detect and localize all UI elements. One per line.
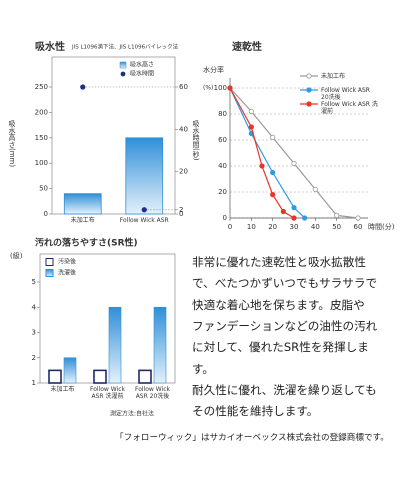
plot-frame (51, 56, 176, 215)
y-tick-label: 200 (35, 108, 48, 116)
legend-swatch (45, 269, 54, 277)
point (141, 207, 147, 213)
point (291, 160, 297, 166)
bar (63, 193, 102, 215)
paragraph-line: その性能を維持します。 (192, 404, 319, 419)
bar (48, 369, 62, 384)
point (270, 192, 276, 198)
y-tick-label: 20 (218, 188, 227, 196)
y-tick-label: 3 (32, 329, 36, 337)
y-tick-label: 60 (218, 136, 227, 144)
legend-swatch (119, 61, 127, 69)
bar (125, 137, 164, 215)
paragraph-line: で、べたつかずいつでもサラサラで (192, 276, 378, 291)
y2-tick-label: 2 (179, 206, 183, 214)
plot-frame (39, 253, 176, 384)
legend-label: 未加工布 (321, 72, 346, 80)
chart-title: 汚れの落ちやすさ(SR性) (35, 237, 138, 249)
bar (108, 306, 122, 384)
legend-label: Follow Wick ASR 洗濯前 (321, 100, 378, 115)
point (302, 215, 308, 221)
y-tick-label: 150 (35, 134, 48, 142)
legend-marker (306, 73, 312, 79)
x-tick-label: 60 (354, 223, 363, 231)
legend-swatch (45, 258, 54, 266)
y-tick-label: 80 (218, 110, 227, 118)
y2-axis-title: 吸水時間(秒) (192, 120, 200, 161)
paragraph-line: 非常に優れた速乾性と吸水拡散性 (192, 255, 366, 269)
y-tick-label: 50 (39, 185, 48, 193)
x-tick-label: 10 (247, 223, 256, 231)
chart-title: 速乾性 (232, 40, 262, 53)
legend-label: 吸水高さ (130, 61, 154, 69)
point (270, 134, 276, 140)
legend-label: 洗濯後 (58, 269, 76, 277)
point (355, 215, 361, 221)
y-tick-label: 100 (35, 159, 48, 167)
x-tick-label: Follow Wick ASR 20洗後 (135, 386, 170, 400)
chart-title: 吸水性 (35, 40, 65, 53)
x-tick-label: Follow Wick ASR (119, 217, 169, 224)
x-tick-label: 30 (290, 223, 299, 231)
y-tick-label: 100 (214, 84, 227, 92)
paragraph-line: ファンデーションなどの油性の汚れ (192, 318, 378, 333)
y-tick-label: 5 (32, 278, 36, 286)
x-tick-label: Follow Wick ASR 洗濯前 (90, 386, 125, 400)
x-tick-label: 50 (332, 223, 341, 231)
point (291, 215, 297, 221)
point (270, 169, 276, 176)
y-axis-unit: (%) (203, 85, 213, 92)
y-axis-title: 吸水高さ(mm) (8, 120, 16, 167)
legend-marker (306, 101, 312, 107)
bar (93, 369, 107, 384)
y2-tick-label: 0 (179, 210, 183, 218)
legend-label: 吸水時間 (130, 70, 154, 78)
y-axis-title: (級) (10, 251, 23, 260)
footnote: 「フォローウィック」はサカイオーベックス株式会社の登録商標です。 (115, 433, 389, 443)
y-tick-label: 0 (44, 210, 48, 218)
y-tick-label: 2 (32, 354, 36, 362)
bar (153, 306, 167, 384)
paragraph-line: 耐久性に優れ、洗濯を繰り返しても (192, 382, 377, 397)
point (248, 108, 254, 115)
y-tick-label: 0 (223, 214, 227, 222)
legend-swatch (120, 71, 126, 77)
legend-label: Follow Wick ASR 20洗後 (321, 86, 370, 101)
point (312, 186, 318, 192)
y-tick-label: 40 (218, 162, 227, 170)
point (280, 208, 286, 215)
x-tick-label: 20 (268, 223, 277, 231)
point (227, 85, 233, 91)
y-axis-title: 水分率 (203, 65, 224, 74)
legend-marker (306, 87, 312, 93)
y-tick-label: 1 (32, 379, 36, 387)
point (248, 124, 254, 130)
y-tick-label: 250 (35, 83, 48, 91)
x-tick-label: 40 (311, 223, 320, 231)
note: 測定方法:自社法 (110, 410, 154, 418)
y2-tick-label: 60 (179, 83, 188, 91)
x-tick-label: 0 (228, 223, 232, 231)
paragraph-line: す。 (192, 361, 215, 376)
x-tick-label: 未加工布 (70, 217, 95, 224)
x-axis-title: 時間(分) (368, 222, 395, 231)
paragraph-line: 快適な着心地を保ちます。皮脂や (192, 297, 365, 312)
y2-tick-label: 40 (179, 125, 188, 133)
legend-label: 汚染後 (58, 258, 76, 266)
point (259, 163, 265, 169)
point (291, 205, 297, 211)
point (334, 212, 340, 218)
bar (138, 369, 152, 384)
point (80, 84, 86, 90)
paragraph-line: に対して、優れたSR性を発揮しま (192, 340, 369, 355)
chart-subtitle: JIS L1096滴下法、JIS L1096バイレック法 (71, 43, 179, 51)
x-tick-label: 未加工布 (50, 386, 75, 393)
bar (63, 357, 77, 384)
y2-tick-label: 20 (179, 168, 188, 176)
y-tick-label: 4 (32, 303, 37, 311)
